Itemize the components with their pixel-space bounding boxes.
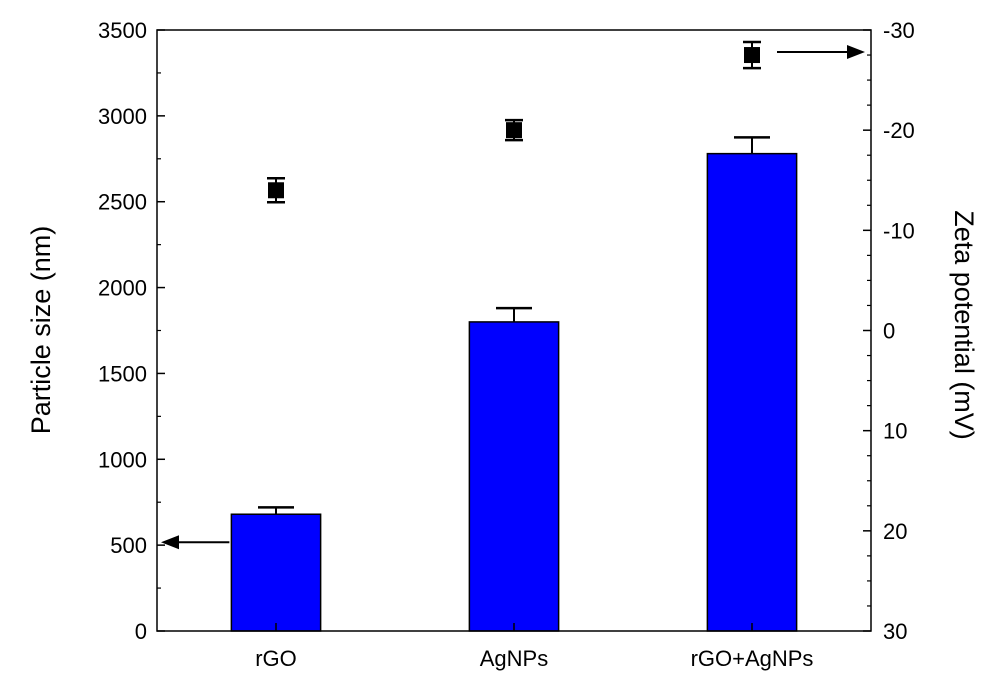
x-tick-label: rGO	[255, 646, 297, 671]
right-tick-label: -30	[883, 18, 915, 43]
zeta-point	[744, 47, 760, 64]
left-tick-label: 3500	[98, 18, 147, 43]
left-axis-title: Particle size (nm)	[26, 226, 56, 435]
x-tick-label: rGO+AgNPs	[691, 646, 814, 671]
right-tick-label: -10	[883, 218, 915, 243]
chart-marks	[161, 40, 865, 632]
x-tick-label: AgNPs	[480, 646, 548, 671]
left-tick-label: 500	[110, 533, 147, 558]
axis-ticks: 0 500 1000 1500 2000 2500 3000 3500 30 20 10 0 -10 -2…	[98, 18, 915, 671]
zeta-point	[268, 182, 284, 199]
right-axis-title: Zeta potential (mV)	[949, 210, 979, 440]
right-tick-label: 30	[883, 619, 907, 644]
left-tick-label: 1000	[98, 447, 147, 472]
zeta-point	[506, 122, 522, 139]
right-tick-label: 20	[883, 519, 907, 544]
left-tick-label: 3000	[98, 104, 147, 129]
right-tick-label: 10	[883, 419, 907, 444]
left-tick-label: 2000	[98, 276, 147, 301]
bar	[706, 152, 798, 632]
left-tick-label: 0	[135, 619, 147, 644]
bar	[468, 321, 560, 632]
right-axis-arrow-head	[847, 45, 865, 60]
left-axis-arrow-head	[161, 535, 179, 550]
right-tick-label: -20	[883, 118, 915, 143]
left-tick-label: 1500	[98, 361, 147, 386]
left-tick-label: 2500	[98, 190, 147, 215]
bar	[230, 513, 322, 632]
right-tick-label: 0	[883, 319, 895, 344]
